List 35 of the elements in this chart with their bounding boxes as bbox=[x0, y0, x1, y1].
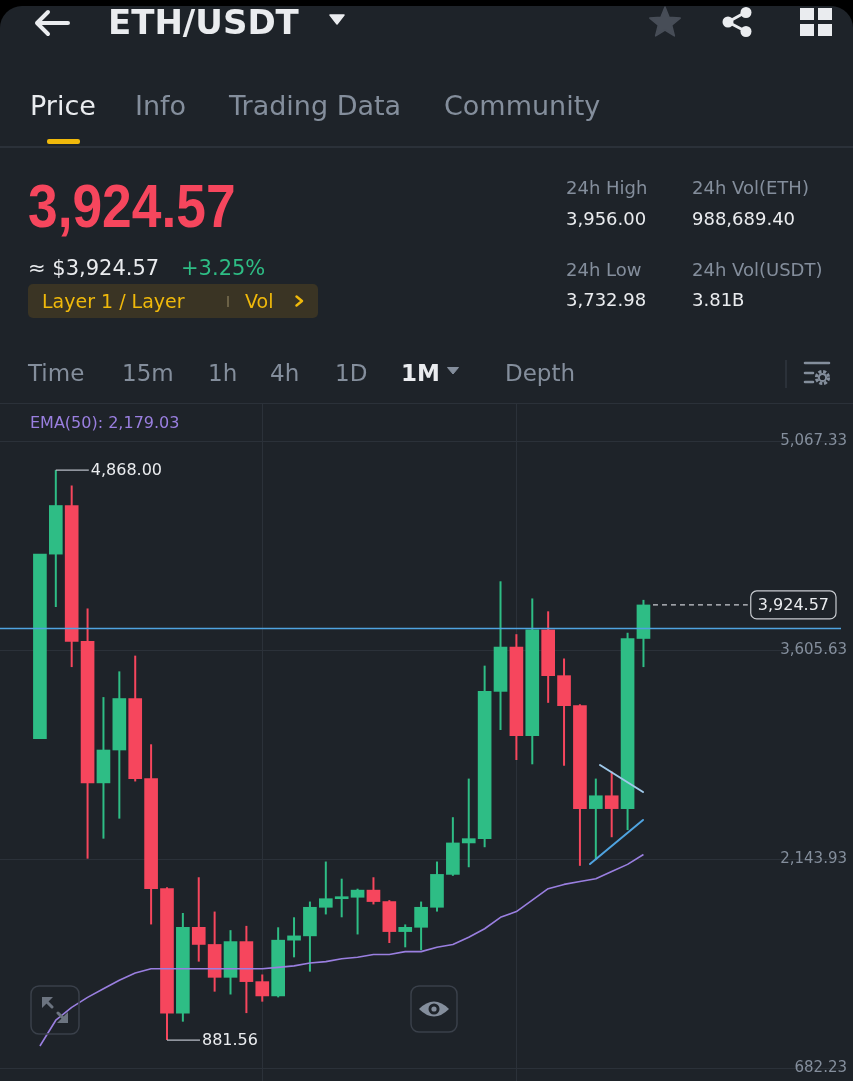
text: 3,924.57 bbox=[28, 171, 236, 240]
y-tick-label: 682.23 bbox=[794, 1058, 847, 1077]
candlestick bbox=[461, 778, 476, 868]
y-tick-label: 2,143.93 bbox=[780, 849, 847, 868]
text: 3.81B bbox=[692, 289, 745, 310]
text: 3,956.00 bbox=[566, 208, 647, 229]
text: ≈ $3,924.57 bbox=[28, 255, 160, 280]
text: 1h bbox=[208, 359, 238, 386]
text: Depth bbox=[505, 359, 576, 386]
y-tick-label: 5,067.33 bbox=[780, 431, 847, 450]
text: 15m bbox=[122, 359, 174, 386]
text: 4h bbox=[270, 359, 300, 386]
candlestick bbox=[334, 878, 349, 918]
text: Price bbox=[30, 89, 96, 121]
text: Vol bbox=[245, 289, 274, 312]
text: Community bbox=[444, 89, 601, 121]
text: 3,732.98 bbox=[566, 289, 647, 310]
text: 24h Low bbox=[566, 259, 642, 280]
text: Trading Data bbox=[229, 89, 402, 121]
text: 3,924.57 bbox=[757, 595, 829, 615]
text: Time bbox=[28, 359, 85, 386]
text: 1D bbox=[335, 359, 368, 386]
text: 24h Vol(ETH) bbox=[692, 177, 809, 198]
chart-title: ETH/USDT bbox=[108, 2, 299, 42]
text: 1M bbox=[401, 359, 440, 386]
text: 24h Vol(USDT) bbox=[692, 259, 823, 280]
annotation: 881.56 bbox=[201, 1030, 258, 1050]
text: +3.25% bbox=[181, 255, 266, 280]
annotation: 4,868.00 bbox=[90, 460, 163, 480]
text: EMA(50): 2,179.03 bbox=[30, 413, 180, 432]
text: Info bbox=[135, 89, 187, 121]
y-tick-label: 3,605.63 bbox=[780, 640, 847, 659]
text: 24h High bbox=[566, 177, 648, 198]
text: 988,689.40 bbox=[692, 208, 796, 229]
text: Layer 1 / Layer bbox=[42, 289, 185, 312]
